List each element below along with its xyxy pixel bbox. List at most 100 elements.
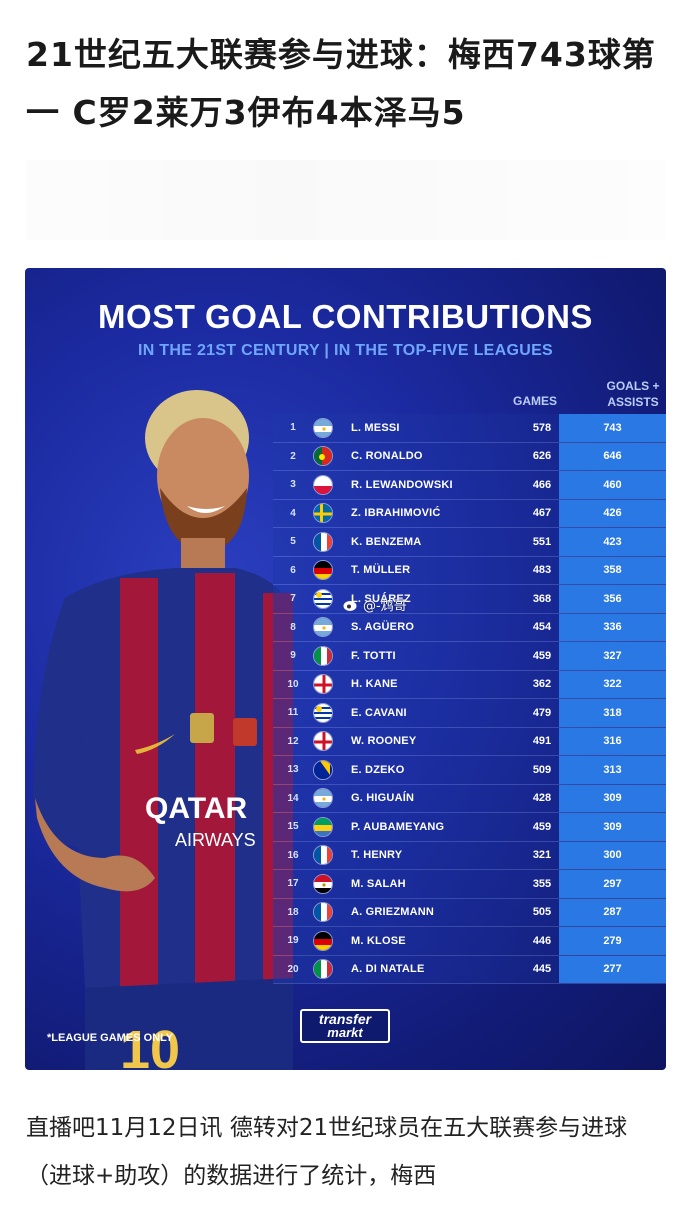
rank-number: 20 xyxy=(287,963,299,975)
table-row: 16 T. HENRY 321 300 xyxy=(273,841,666,870)
france-flag-icon xyxy=(313,902,333,923)
table-row: 2 C. RONALDO 626 646 xyxy=(273,442,666,471)
games-count: 551 xyxy=(532,535,552,548)
column-header-goals-assists: GOALS + ASSISTS xyxy=(606,379,660,409)
player-name: Z. IBRAHIMOVIĆ xyxy=(351,507,441,520)
rank-number: 15 xyxy=(287,821,299,833)
player-name: G. HIGUAÍN xyxy=(351,792,415,805)
table-row: 9 F. TOTTI 459 327 xyxy=(273,642,666,671)
games-count: 479 xyxy=(532,706,552,719)
rank-number: 7 xyxy=(290,593,296,605)
player-name: K. BENZEMA xyxy=(351,535,422,548)
table-row: 8 S. AGÜERO 454 336 xyxy=(273,613,666,642)
table-row: 6 T. MÜLLER 483 358 xyxy=(273,556,666,585)
ranking-table: GAMES GOALS + ASSISTS 1 L. MESSI 578 743 2 C.… xyxy=(273,378,666,998)
games-count: 321 xyxy=(532,849,552,862)
games-count: 505 xyxy=(532,906,552,919)
goal-contributions-count: 300 xyxy=(559,841,666,869)
table-row: 11 E. CAVANI 479 318 xyxy=(273,699,666,728)
table-row: 7 L. SUÁREZ 368 356 xyxy=(273,585,666,614)
games-count: 491 xyxy=(532,735,552,748)
goal-contributions-count: 318 xyxy=(559,699,666,727)
player-name: P. AUBAMEYANG xyxy=(351,820,445,833)
rank-number: 19 xyxy=(287,935,299,947)
gabon-flag-icon xyxy=(313,816,333,837)
rank-number: 11 xyxy=(287,707,299,719)
player-name: H. KANE xyxy=(351,678,398,691)
player-name: M. KLOSE xyxy=(351,934,406,947)
goal-contributions-count: 277 xyxy=(559,955,666,983)
table-row: 14 G. HIGUAÍN 428 309 xyxy=(273,784,666,813)
infographic-image[interactable]: MOST GOAL CONTRIBUTIONS IN THE 21ST CENT… xyxy=(25,268,666,1070)
rank-number: 6 xyxy=(290,564,296,576)
player-name: C. RONALDO xyxy=(351,450,423,463)
games-count: 578 xyxy=(532,421,552,434)
player-name: S. AGÜERO xyxy=(351,621,415,634)
rank-number: 5 xyxy=(290,536,296,548)
goal-contributions-count: 279 xyxy=(559,927,666,955)
player-name: E. CAVANI xyxy=(351,706,407,719)
sweden-flag-icon xyxy=(313,503,333,524)
games-count: 509 xyxy=(532,763,552,776)
italy-flag-icon xyxy=(313,959,333,980)
goal-contributions-count: 309 xyxy=(559,813,666,841)
games-count: 466 xyxy=(532,478,552,491)
table-row: 5 K. BENZEMA 551 423 xyxy=(273,528,666,557)
infographic-subtitle: IN THE 21ST CENTURY | IN THE TOP-FIVE LE… xyxy=(137,342,554,359)
argentina-flag-icon xyxy=(313,788,333,809)
goal-contributions-count: 287 xyxy=(559,898,666,926)
rank-number: 10 xyxy=(287,678,299,690)
rank-number: 4 xyxy=(290,507,296,519)
goal-contributions-count: 356 xyxy=(559,585,666,613)
germany-flag-icon xyxy=(313,930,333,951)
table-row: 17 M. SALAH 355 297 xyxy=(273,870,666,899)
goal-contributions-count: 336 xyxy=(559,613,666,641)
player-name: W. ROONEY xyxy=(351,735,417,748)
table-row: 3 R. LEWANDOWSKI 466 460 xyxy=(273,471,666,500)
games-count: 459 xyxy=(532,649,552,662)
rank-number: 3 xyxy=(290,479,296,491)
bosnia-flag-icon xyxy=(313,759,333,780)
player-name: M. SALAH xyxy=(351,877,406,890)
games-count: 362 xyxy=(532,678,552,691)
column-header-games: GAMES xyxy=(512,394,557,408)
goal-contributions-count: 313 xyxy=(559,756,666,784)
argentina-flag-icon xyxy=(313,617,333,638)
goal-contributions-count: 297 xyxy=(559,870,666,898)
rank-number: 13 xyxy=(287,764,299,776)
games-count: 459 xyxy=(532,820,552,833)
player-name: L. MESSI xyxy=(351,421,400,434)
france-flag-icon xyxy=(313,845,333,866)
goal-contributions-count: 316 xyxy=(559,727,666,755)
table-row: 1 L. MESSI 578 743 xyxy=(273,414,666,443)
weibo-watermark: @-鸩哥 xyxy=(343,595,407,614)
rank-number: 12 xyxy=(287,735,299,747)
player-name: A. DI NATALE xyxy=(351,963,425,976)
table-row: 12 W. ROONEY 491 316 xyxy=(273,727,666,756)
weibo-icon xyxy=(343,600,357,611)
table-row: 20 A. DI NATALE 445 277 xyxy=(273,955,666,984)
table-row: 10 H. KANE 362 322 xyxy=(273,670,666,699)
france-flag-icon xyxy=(313,531,333,552)
games-count: 467 xyxy=(532,507,552,520)
ranking-rows: 1 L. MESSI 578 743 2 C. RONALDO 626 646 3 R. LEWA… xyxy=(273,414,666,984)
league-games-footnote: *LEAGUE GAMES ONLY xyxy=(47,1032,174,1044)
games-count: 368 xyxy=(532,592,552,605)
svg-text:AIRWAYS: AIRWAYS xyxy=(175,830,256,850)
uruguay-flag-icon xyxy=(313,588,333,609)
article-body-text: 直播吧11月12日讯 德转对21世纪球员在五大联赛参与进球（进球+助攻）的数据进… xyxy=(26,1115,628,1189)
portugal-flag-icon xyxy=(313,446,333,467)
goal-contributions-count: 322 xyxy=(559,670,666,698)
jersey-number: 10 xyxy=(120,1020,180,1070)
games-count: 428 xyxy=(532,792,552,805)
games-count: 355 xyxy=(532,877,552,890)
table-row: 4 Z. IBRAHIMOVIĆ 467 426 xyxy=(273,499,666,528)
table-row: 19 M. KLOSE 446 279 xyxy=(273,927,666,956)
player-name: T. HENRY xyxy=(351,849,403,862)
rank-number: 9 xyxy=(290,650,296,662)
goal-contributions-count: 743 xyxy=(559,414,666,442)
rank-number: 1 xyxy=(290,422,296,434)
goal-contributions-count: 327 xyxy=(559,642,666,670)
england-flag-icon xyxy=(313,674,333,695)
player-name: T. MÜLLER xyxy=(351,564,411,577)
